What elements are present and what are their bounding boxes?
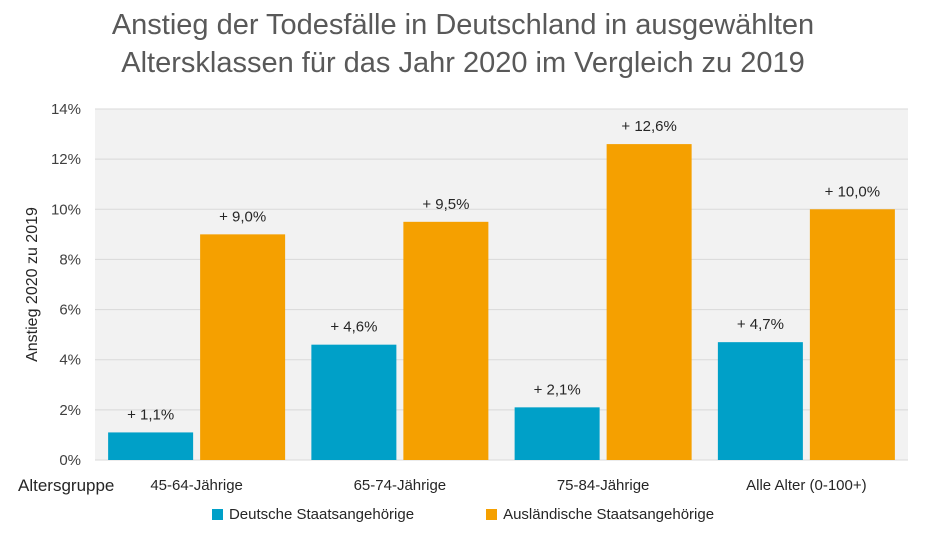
- category-label: 75-84-Jährige: [557, 477, 650, 494]
- y-tick-label: 4%: [59, 352, 81, 369]
- legend-label-deutsche: Deutsche Staatsangehörige: [228, 505, 415, 523]
- y-axis-label: Anstieg 2020 zu 2019: [24, 207, 41, 362]
- category-label: 65-74-Jährige: [354, 477, 447, 494]
- bar: [403, 221, 489, 460]
- data-label: + 1,1%: [127, 406, 174, 423]
- category-label: Alle Alter (0-100+): [746, 477, 866, 494]
- bar: [108, 432, 194, 460]
- data-label: + 10,0%: [825, 183, 880, 200]
- legend: Deutsche Staatsangehörige Ausländische S…: [0, 502, 926, 526]
- y-tick-label: 12%: [51, 151, 81, 168]
- bar: [311, 344, 397, 460]
- y-tick-label: 6%: [59, 302, 81, 319]
- bar: [717, 342, 803, 460]
- chart-title-line-2: Altersklassen für das Jahr 2020 im Vergl…: [121, 47, 805, 79]
- bar: [606, 144, 692, 460]
- data-label: + 4,6%: [330, 319, 377, 336]
- chart-title: Anstieg der Todesfälle in Deutschland in…: [0, 6, 926, 82]
- y-tick-label: 0%: [59, 452, 81, 469]
- data-label: + 9,0%: [219, 208, 266, 225]
- legend-label-auslaendische: Ausländische Staatsangehörige: [503, 505, 715, 523]
- data-label: + 12,6%: [621, 118, 676, 135]
- y-tick-label: 14%: [51, 101, 81, 118]
- x-axis-label: Altersgruppe: [18, 476, 114, 495]
- y-tick-label: 2%: [59, 402, 81, 419]
- legend-swatch-auslaendische: [486, 508, 498, 520]
- data-label: + 2,1%: [534, 381, 581, 398]
- legend-item-deutsche: Deutsche Staatsangehörige: [211, 505, 415, 523]
- category-label: 45-64-Jährige: [150, 477, 243, 494]
- data-label: + 4,7%: [737, 316, 784, 333]
- bar: [514, 407, 600, 460]
- chart-title-line-1: Anstieg der Todesfälle in Deutschland in…: [111, 9, 815, 41]
- y-tick-label: 10%: [51, 201, 81, 218]
- legend-swatch-deutsche: [211, 508, 223, 520]
- data-label: + 9,5%: [422, 196, 469, 213]
- legend-item-auslaendische: Ausländische Staatsangehörige: [486, 506, 714, 523]
- bar: [200, 234, 286, 460]
- bar: [809, 209, 895, 460]
- y-tick-label: 8%: [59, 251, 81, 268]
